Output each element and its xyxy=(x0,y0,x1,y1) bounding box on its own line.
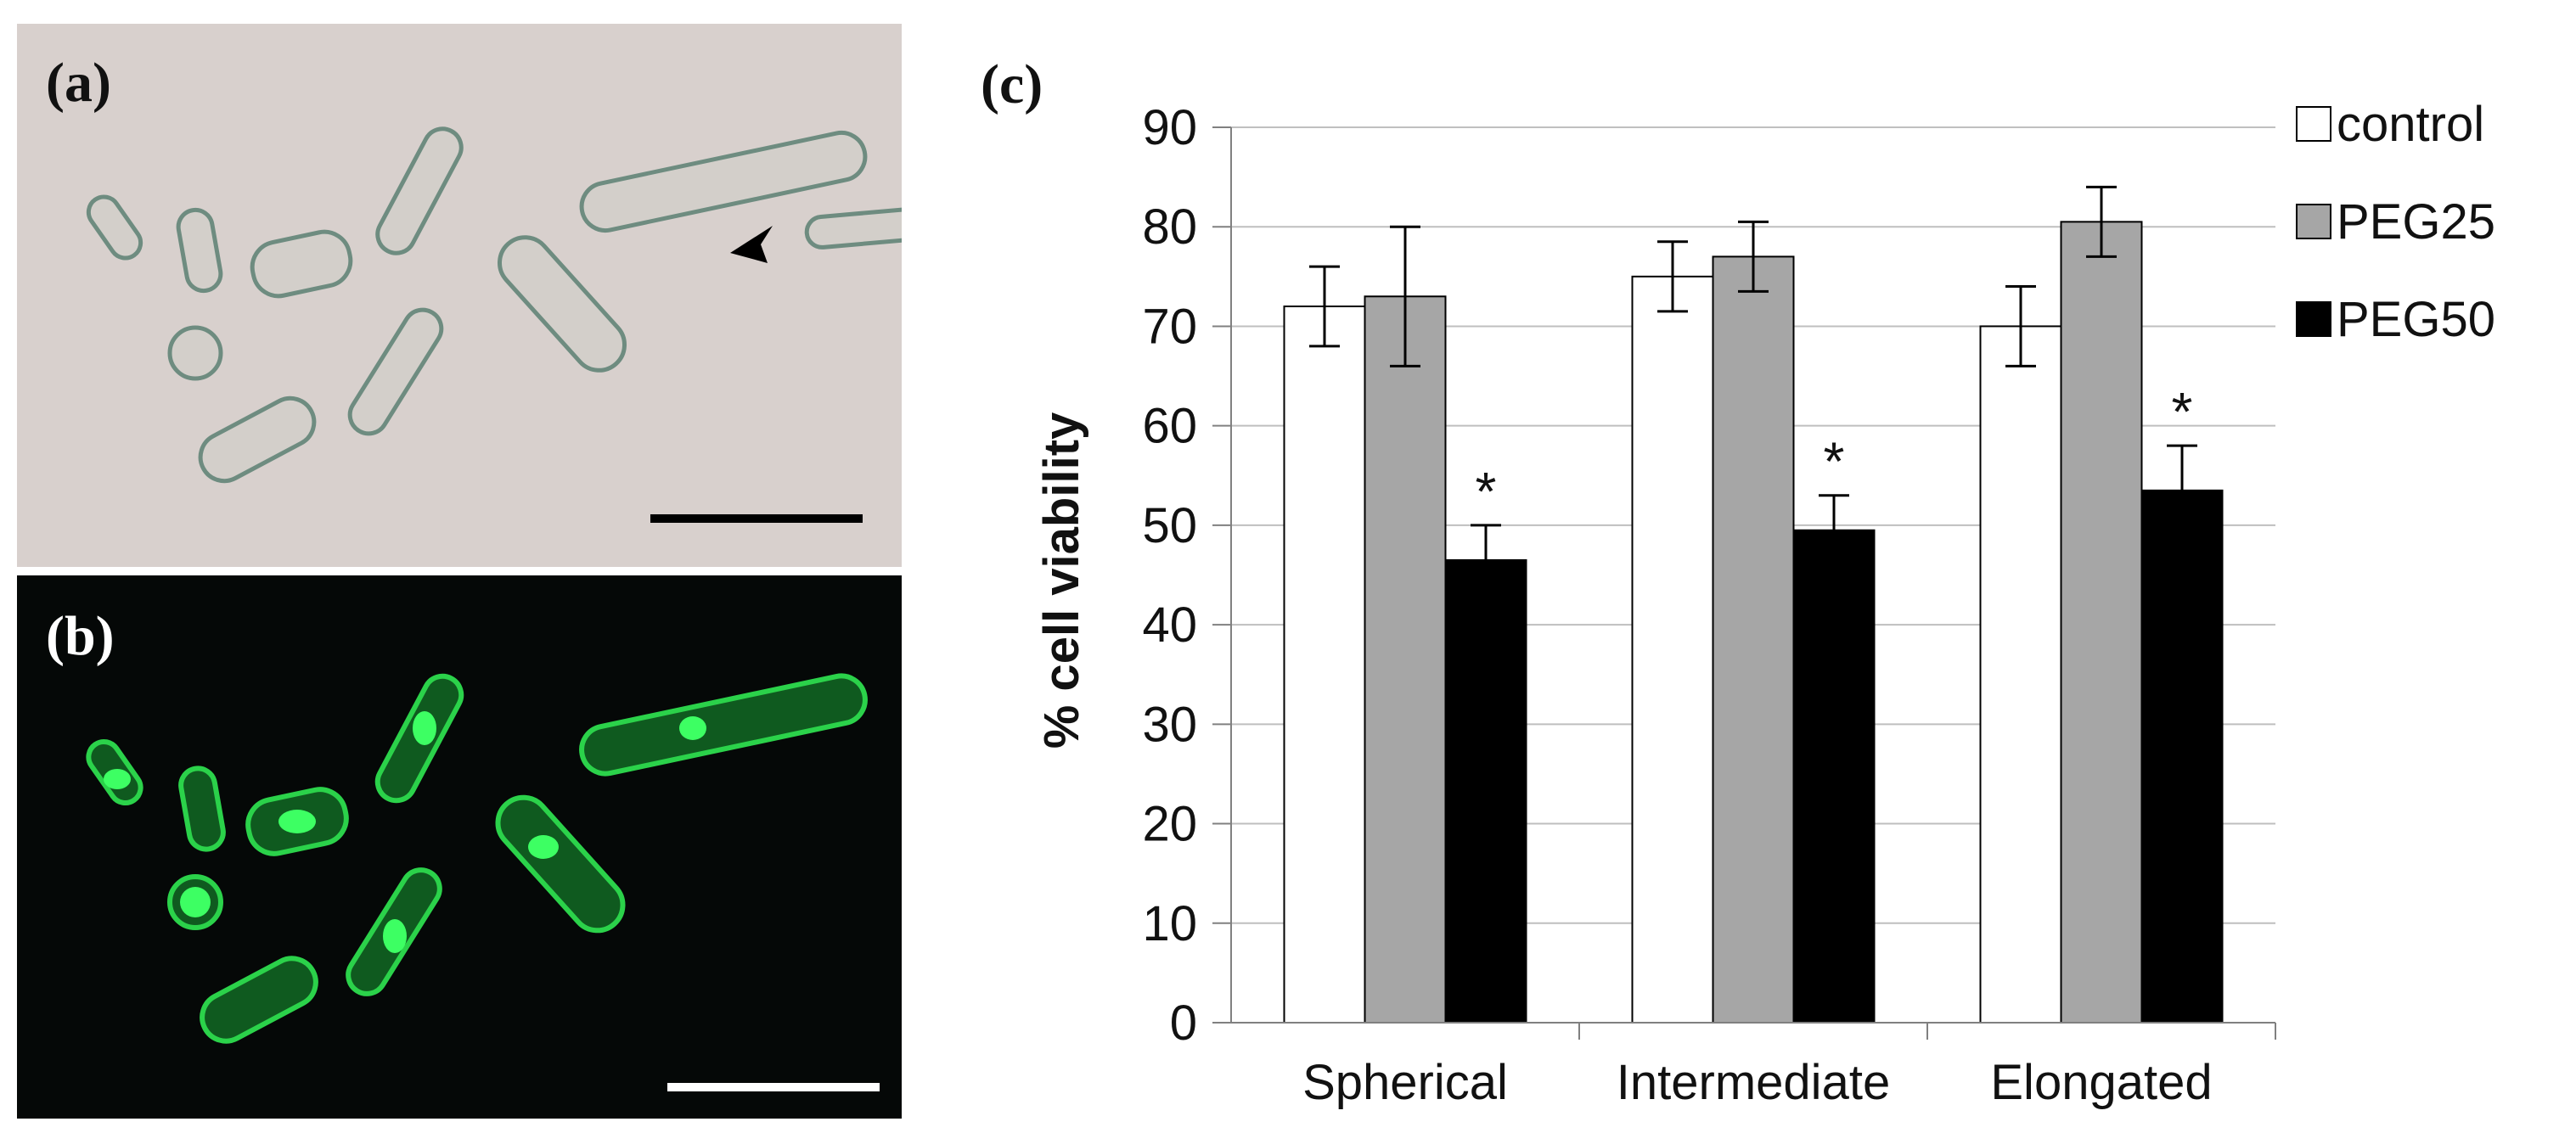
bar-peg50-spherical xyxy=(1444,558,1527,1024)
legend-swatch xyxy=(2296,301,2331,337)
y-tick-label: 20 xyxy=(1142,797,1197,852)
gfp-spot xyxy=(278,810,316,833)
cell xyxy=(579,673,868,777)
error-bar xyxy=(1309,265,1340,348)
legend: control PEG25 PEG50 xyxy=(2296,97,2495,347)
legend-item-control: control xyxy=(2296,97,2484,152)
gfp-spot xyxy=(413,711,436,745)
significance-marks: * * * xyxy=(1476,381,2193,522)
bars xyxy=(1283,221,2224,1024)
arrow-icon xyxy=(730,226,773,263)
fluorescence-micrograph xyxy=(17,575,902,1119)
bar-control-elongated xyxy=(1979,325,2062,1024)
legend-swatch xyxy=(2296,204,2331,239)
panel-label-a: (a) xyxy=(46,52,111,114)
error-bar xyxy=(1390,225,1420,367)
cell xyxy=(198,395,317,484)
bar-control-intermediate xyxy=(1631,275,1714,1024)
error-bar xyxy=(2167,444,2197,537)
legend-label: control xyxy=(2337,97,2484,152)
cell xyxy=(167,325,223,381)
significance-asterisk: * xyxy=(1476,461,1497,522)
y-axis-label: % cell viability xyxy=(1034,412,1089,749)
gfp-spot xyxy=(180,887,211,917)
significance-asterisk: * xyxy=(2172,381,2193,442)
axes xyxy=(1230,127,2276,1040)
legend-label: PEG50 xyxy=(2337,292,2495,347)
gridlines xyxy=(1231,126,2275,924)
scale-bar xyxy=(650,514,863,523)
scale-bar xyxy=(667,1083,880,1091)
cell xyxy=(495,794,626,934)
cell xyxy=(200,956,318,1044)
y-tick-label: 70 xyxy=(1142,299,1197,354)
brightfield-micrograph xyxy=(17,24,902,567)
brightfield-cells xyxy=(86,126,902,523)
cell xyxy=(579,130,868,233)
error-bar xyxy=(1657,240,1688,313)
gfp-spot xyxy=(679,716,706,740)
y-tick-label: 0 xyxy=(1170,996,1197,1051)
x-tick-label: Intermediate xyxy=(1617,1055,1890,1110)
error-bar xyxy=(2086,185,2117,258)
x-tick-label: Spherical xyxy=(1302,1055,1508,1110)
error-bars xyxy=(1309,185,2197,597)
error-bar xyxy=(1471,524,1501,597)
y-tick-label: 10 xyxy=(1142,896,1197,951)
x-tick-label: Elongated xyxy=(1990,1055,2212,1110)
bar-peg50-elongated xyxy=(2140,489,2224,1024)
bar-control-spherical xyxy=(1283,306,1366,1024)
gfp-spot xyxy=(104,769,131,789)
bar-peg25-elongated xyxy=(2060,221,2143,1024)
fluorescent-cells xyxy=(86,673,880,1091)
gfp-spot xyxy=(528,835,559,859)
y-tick-label: 90 xyxy=(1142,100,1197,155)
y-tick-label: 60 xyxy=(1142,399,1197,454)
bar-peg25-spherical xyxy=(1364,295,1447,1024)
panel-label-c: (c) xyxy=(981,53,1043,115)
cell xyxy=(347,307,444,436)
bar-peg50-intermediate xyxy=(1792,529,1876,1024)
legend-item-peg50: PEG50 xyxy=(2296,292,2495,347)
gfp-spot xyxy=(383,919,407,953)
y-tick-label: 40 xyxy=(1142,597,1197,653)
error-bar xyxy=(1738,220,1769,293)
cell xyxy=(250,229,353,299)
cell xyxy=(176,207,223,294)
y-tick-labels: 0 10 20 30 40 50 60 70 80 90 xyxy=(1142,100,1231,1051)
legend-swatch xyxy=(2296,106,2331,142)
bar-peg25-intermediate xyxy=(1712,255,1795,1024)
y-tick-label: 30 xyxy=(1142,697,1197,752)
significance-asterisk: * xyxy=(1824,431,1845,492)
cell xyxy=(498,235,627,373)
legend-label: PEG25 xyxy=(2337,194,2495,250)
error-bar xyxy=(2005,285,2036,367)
cell xyxy=(178,766,226,852)
y-tick-label: 80 xyxy=(1142,199,1197,255)
error-bar xyxy=(1819,494,1849,567)
cell xyxy=(804,205,902,250)
legend-item-peg25: PEG25 xyxy=(2296,194,2495,250)
y-tick-label: 50 xyxy=(1142,498,1197,553)
cell xyxy=(375,126,464,255)
x-tick-labels: Spherical Intermediate Elongated xyxy=(1302,1055,2213,1110)
cell xyxy=(86,194,143,261)
panel-label-b: (b) xyxy=(46,605,115,667)
